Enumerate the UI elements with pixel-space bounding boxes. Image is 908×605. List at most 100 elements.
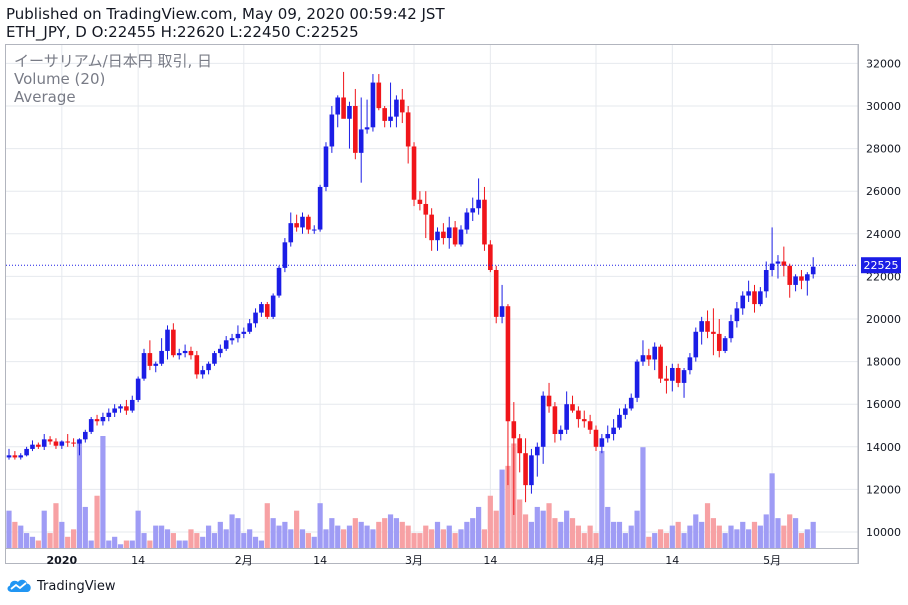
volume-bar — [35, 540, 41, 548]
candle-body — [218, 348, 223, 354]
volume-bar — [411, 533, 417, 548]
volume-bar — [59, 521, 65, 548]
y-tick-label: 30000 — [866, 100, 901, 113]
ohlc-line: ETH_JPY, D O:22455 H:22620 L:22450 C:225… — [6, 23, 359, 41]
candle-body — [388, 116, 393, 121]
x-tick-label: 3月 — [405, 554, 423, 567]
volume-bar — [534, 506, 540, 548]
candle-body — [411, 146, 417, 200]
y-tick-label: 26000 — [866, 185, 901, 198]
volume-bar — [710, 518, 716, 548]
candle-body — [106, 412, 112, 417]
candle-body — [264, 304, 270, 317]
candle-body — [658, 346, 663, 379]
candle-body — [341, 97, 346, 119]
volume-bar — [340, 529, 347, 548]
volume-bar — [29, 536, 36, 548]
candle-body — [529, 455, 534, 486]
volume-bar — [616, 521, 623, 548]
candle-body — [83, 431, 88, 440]
candle-body — [599, 438, 605, 447]
candle-body — [640, 355, 646, 362]
volume-bar — [53, 503, 59, 548]
x-tick-label: 14 — [131, 554, 145, 567]
candle-body — [628, 397, 634, 409]
volume-bar — [323, 529, 329, 548]
candle-body — [118, 406, 123, 409]
candle-body — [6, 455, 12, 458]
volume-bar — [12, 521, 18, 548]
y-tick-label: 16000 — [866, 398, 901, 411]
candle-body — [376, 82, 382, 109]
last-price-label: 22525 — [864, 259, 899, 272]
volume-bar — [329, 518, 335, 548]
volume-bar — [399, 521, 405, 548]
candle-body — [664, 378, 669, 381]
volume-bar — [798, 533, 805, 548]
candle-body — [716, 333, 722, 351]
volume-bar — [581, 533, 587, 548]
volume-bar — [258, 540, 265, 548]
candle-body — [171, 329, 176, 356]
candle-body — [458, 229, 464, 245]
candle-body — [464, 212, 470, 230]
volume-bar — [751, 521, 758, 548]
candle-body — [300, 216, 305, 228]
volume-bar — [787, 514, 793, 548]
volume-bar — [740, 521, 746, 548]
candle-body — [670, 367, 675, 381]
volume-bar — [270, 518, 276, 548]
candle-body — [59, 441, 65, 446]
candle-body — [394, 99, 399, 117]
candle-body — [364, 127, 370, 130]
volume-bar — [476, 506, 482, 548]
candle-body — [65, 441, 70, 443]
candle-body — [370, 82, 376, 128]
volume-bar — [440, 529, 446, 548]
chart-legend: イーサリアム/日本円 取引, 日 Volume (20) Average — [14, 52, 212, 106]
volume-bar — [94, 495, 100, 548]
volume-bar — [217, 521, 223, 548]
volume-bar — [746, 529, 752, 548]
candle-body — [112, 408, 117, 413]
volume-bar — [112, 536, 118, 548]
volume-bar — [605, 506, 611, 548]
volume-bar — [282, 521, 288, 548]
volume-bar — [176, 540, 182, 548]
candle-body — [405, 112, 411, 147]
volume-bar — [634, 510, 640, 548]
candle-body — [335, 97, 341, 115]
volume-bar — [569, 518, 576, 548]
volume-bar — [810, 521, 816, 548]
candle-body — [611, 427, 616, 435]
y-tick-label: 10000 — [866, 526, 901, 539]
volume-bar — [135, 510, 141, 548]
volume-bar — [593, 533, 599, 548]
y-tick-label: 24000 — [866, 228, 901, 241]
candle-body — [399, 99, 405, 113]
candle-body — [617, 414, 622, 428]
candle-body — [546, 395, 552, 407]
published-line: Published on TradingView.com, May 09, 20… — [6, 5, 445, 23]
candle-body — [570, 404, 575, 411]
volume-bar — [88, 540, 94, 548]
candle-body — [728, 321, 734, 339]
candle-body — [182, 350, 188, 354]
candle-body — [687, 357, 693, 371]
candle-body — [24, 448, 29, 456]
volume-bar — [675, 521, 681, 548]
volume-bar — [299, 529, 306, 548]
volume-bar — [470, 518, 476, 548]
candle-body — [147, 353, 153, 366]
legend-volume: Volume (20) — [14, 70, 106, 88]
volume-bar — [117, 544, 124, 548]
candle-body — [358, 129, 364, 153]
volume-bar — [288, 529, 294, 548]
volume-bar — [235, 518, 241, 548]
volume-bar — [646, 536, 652, 548]
legend-average: Average — [14, 88, 76, 106]
volume-bar — [464, 521, 470, 548]
candle-body — [587, 421, 593, 430]
tradingview-footer[interactable]: TradingView — [6, 577, 116, 595]
